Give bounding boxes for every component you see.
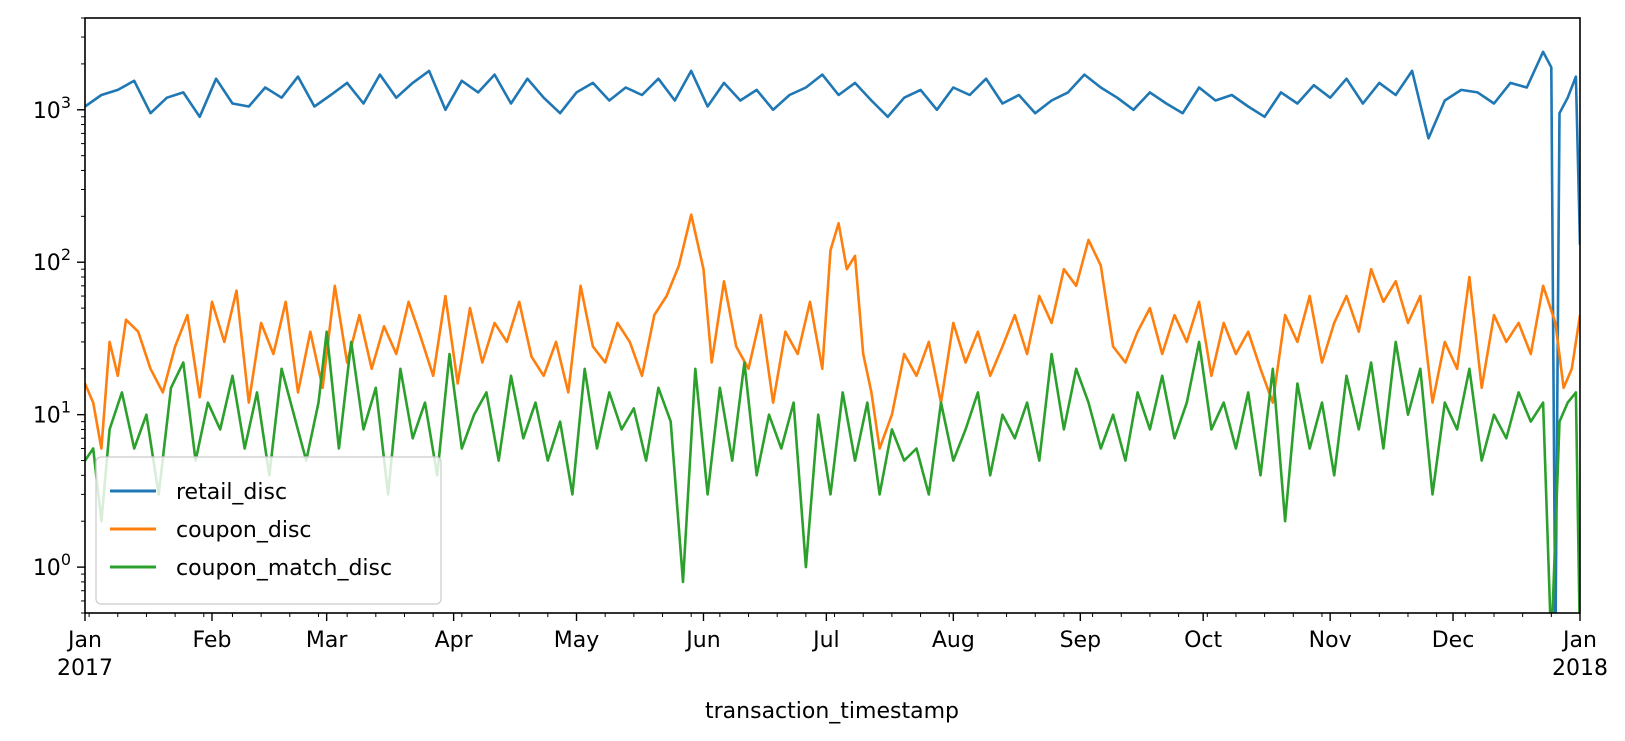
y-tick-label: 103 (33, 93, 71, 124)
x-tick-year-label: 2017 (57, 656, 113, 681)
x-tick-label: Jan (66, 628, 102, 653)
series-line-coupon-disc (85, 213, 1580, 450)
y-tick-label: 102 (33, 245, 71, 276)
plot-frame (84, 17, 1581, 614)
x-axis: Jan 2017 Feb Mar Apr May Jun Jul Aug Sep Oct Nov Dec… (57, 613, 1608, 681)
x-tick-year-label: 2018 (1552, 656, 1608, 681)
x-tick-label: May (554, 628, 599, 653)
x-tick-label: Jan (1561, 628, 1597, 653)
x-axis-title: transaction_timestamp (705, 699, 959, 724)
legend-box (95, 456, 442, 605)
x-tick-label: Dec (1432, 628, 1475, 653)
legend: retail_disc coupon_disc coupon_match_disc (95, 456, 442, 605)
series-layer (85, 50, 1580, 613)
y-tick-label: 101 (33, 398, 71, 429)
legend-label-coupon-match-disc: coupon_match_disc (176, 556, 392, 581)
series-line-coupon-match-disc (85, 330, 1580, 613)
y-axis: 100 101 102 103 (33, 17, 85, 614)
x-tick-label: Aug (932, 628, 975, 653)
x-tick-label: Mar (306, 628, 348, 653)
series-line-retail-disc (85, 50, 1580, 613)
x-tick-label: Oct (1184, 628, 1222, 653)
x-tick-label: Apr (435, 628, 474, 653)
x-tick-label: Nov (1309, 628, 1352, 653)
x-tick-label: Jul (811, 628, 840, 653)
x-tick-label: Sep (1060, 628, 1101, 653)
legend-label-retail-disc: retail_disc (176, 480, 287, 505)
x-tick-label: Jun (684, 628, 720, 653)
y-tick-label: 100 (33, 550, 71, 581)
x-tick-label: Feb (192, 628, 231, 653)
legend-label-coupon-disc: coupon_disc (176, 518, 312, 543)
